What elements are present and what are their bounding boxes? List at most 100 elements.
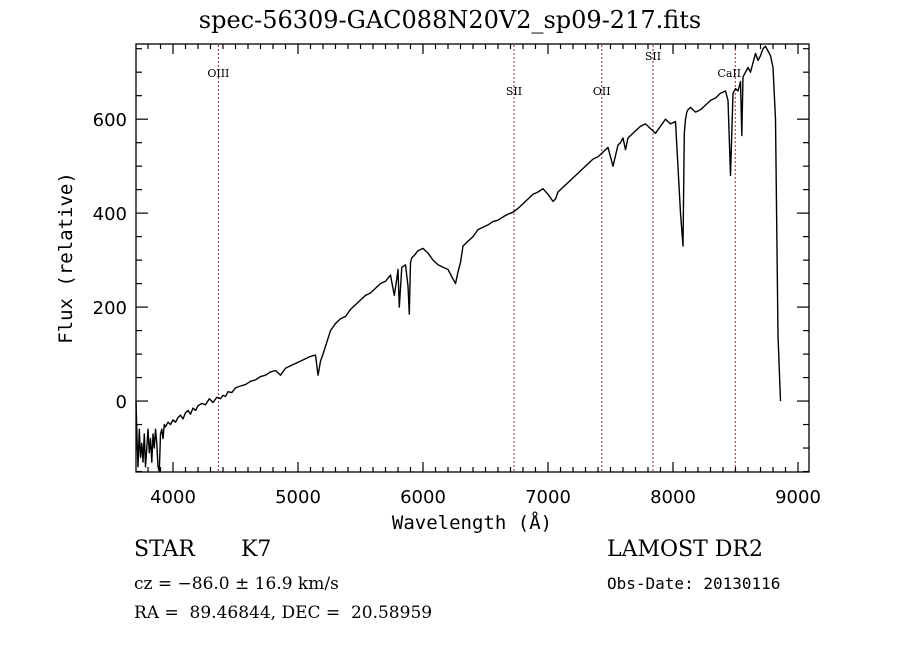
spectrum-point bbox=[507, 213, 508, 214]
spectrum-point bbox=[350, 309, 351, 310]
spectrum-point bbox=[640, 126, 641, 127]
obs-date: Obs-Date: 20130116 bbox=[607, 574, 781, 593]
spectrum-point bbox=[522, 203, 523, 204]
spectrum-point bbox=[772, 67, 773, 68]
spectrum-point bbox=[745, 72, 746, 73]
spectrum-point bbox=[777, 335, 778, 336]
spectrum-point bbox=[567, 182, 568, 183]
spectrum-point bbox=[452, 278, 453, 279]
spectrum-point bbox=[139, 429, 140, 430]
spectrum-point bbox=[161, 429, 162, 430]
spectrum-point bbox=[492, 221, 493, 222]
spectrum-point bbox=[720, 93, 721, 94]
spectrum-point bbox=[547, 194, 548, 195]
spectrum-point bbox=[687, 109, 688, 110]
spectrum-point bbox=[577, 173, 578, 174]
spectrum-point bbox=[552, 201, 553, 202]
spectrum-point bbox=[512, 212, 513, 213]
spectrum-point bbox=[315, 354, 316, 355]
spectrum-point bbox=[231, 392, 232, 393]
spectrum-point bbox=[145, 466, 146, 467]
spectrum-point bbox=[326, 342, 327, 343]
spectrum-point bbox=[340, 318, 341, 319]
x-tick-label: 7000 bbox=[525, 487, 571, 508]
spectrum-point bbox=[447, 269, 448, 270]
spectrum-point bbox=[190, 414, 191, 415]
spectrum-point bbox=[151, 462, 152, 463]
spectrum-point bbox=[760, 55, 761, 56]
spectrum-point bbox=[737, 90, 738, 91]
redshift-cz: cz = −86.0 ± 16.9 km/s bbox=[134, 574, 339, 594]
spectrum-point bbox=[695, 112, 696, 113]
spectrum-point bbox=[542, 188, 543, 189]
spectrum-point bbox=[345, 316, 346, 317]
spectrum-point bbox=[240, 385, 241, 386]
spectrum-point bbox=[767, 50, 768, 51]
spectrum-point bbox=[295, 363, 296, 364]
spectrum-point bbox=[682, 245, 683, 246]
spectrum-point bbox=[216, 397, 217, 398]
chart-title: spec-56309-GAC088N20V2_sp09-217.fits bbox=[198, 6, 702, 34]
spectrum-point bbox=[156, 443, 157, 444]
tick-labels: 4000 5000 6000 7000 8000 9000 0 200 400 600 bbox=[93, 110, 821, 508]
spectrum-point bbox=[432, 260, 433, 261]
spectrum-point bbox=[487, 224, 488, 225]
x-axis-label: Wavelength (Å) bbox=[392, 511, 552, 534]
spectrum-point bbox=[205, 404, 206, 405]
spectrum-point bbox=[285, 368, 286, 369]
spectrum-point bbox=[572, 177, 573, 178]
spectrum-point bbox=[497, 220, 498, 221]
spectrum-point bbox=[740, 81, 741, 82]
spectrum-point bbox=[710, 100, 711, 101]
spectrum-point bbox=[140, 457, 141, 458]
spectrum-point bbox=[320, 361, 321, 362]
line-marker-label: SII bbox=[645, 50, 661, 63]
spectrum-point bbox=[675, 121, 676, 122]
spectrum-point bbox=[705, 104, 706, 105]
spectrum-point bbox=[622, 137, 623, 138]
spectrum-point bbox=[154, 447, 155, 448]
spectrum-point bbox=[164, 424, 165, 425]
spectrum-point bbox=[401, 267, 402, 268]
spectrum-point bbox=[555, 198, 556, 199]
x-tick-label: 9000 bbox=[775, 487, 821, 508]
spectrum-point bbox=[690, 107, 691, 108]
spectrum-point bbox=[227, 391, 228, 392]
y-tick-label: 400 bbox=[93, 204, 127, 225]
spectrum-point bbox=[385, 281, 386, 282]
spectrum-point bbox=[235, 387, 236, 388]
spectrum-point bbox=[305, 358, 306, 359]
spectrum-point bbox=[160, 433, 161, 434]
spectrum-point bbox=[680, 213, 681, 214]
spectrum-point bbox=[409, 314, 410, 315]
y-axis-label: Flux (relative) bbox=[55, 172, 77, 344]
spectrum-point bbox=[187, 410, 188, 411]
spectrum-point bbox=[411, 257, 412, 258]
spectrum-point bbox=[275, 370, 276, 371]
spectrum-point bbox=[700, 109, 701, 110]
spectrum-point bbox=[790, 0, 791, 1]
spectrum-point bbox=[665, 119, 666, 120]
spectrum-point bbox=[182, 418, 183, 419]
spectrum-point bbox=[149, 452, 150, 453]
spectrum-point bbox=[162, 438, 163, 439]
spectrum-point bbox=[782, 0, 783, 1]
spectrum-point bbox=[655, 133, 656, 134]
spectrum-point bbox=[607, 147, 608, 148]
spectrum-point bbox=[747, 67, 748, 68]
plot-frame bbox=[135, 43, 810, 473]
spectrum-point bbox=[482, 227, 483, 228]
spectrum-point bbox=[317, 375, 318, 376]
spectrum-point bbox=[137, 466, 138, 467]
plot-axes bbox=[135, 43, 810, 473]
spectrum-point bbox=[167, 422, 168, 423]
x-tick-label: 5000 bbox=[275, 487, 321, 508]
spectrum-point bbox=[355, 304, 356, 305]
spectrum-point bbox=[142, 462, 143, 463]
spectrum-point bbox=[380, 283, 381, 284]
spectrum-point bbox=[335, 323, 336, 324]
spectrum-point bbox=[472, 236, 473, 237]
spectrum-point bbox=[360, 299, 361, 300]
spectrum-point bbox=[750, 72, 751, 73]
spectrum-point bbox=[602, 151, 603, 152]
